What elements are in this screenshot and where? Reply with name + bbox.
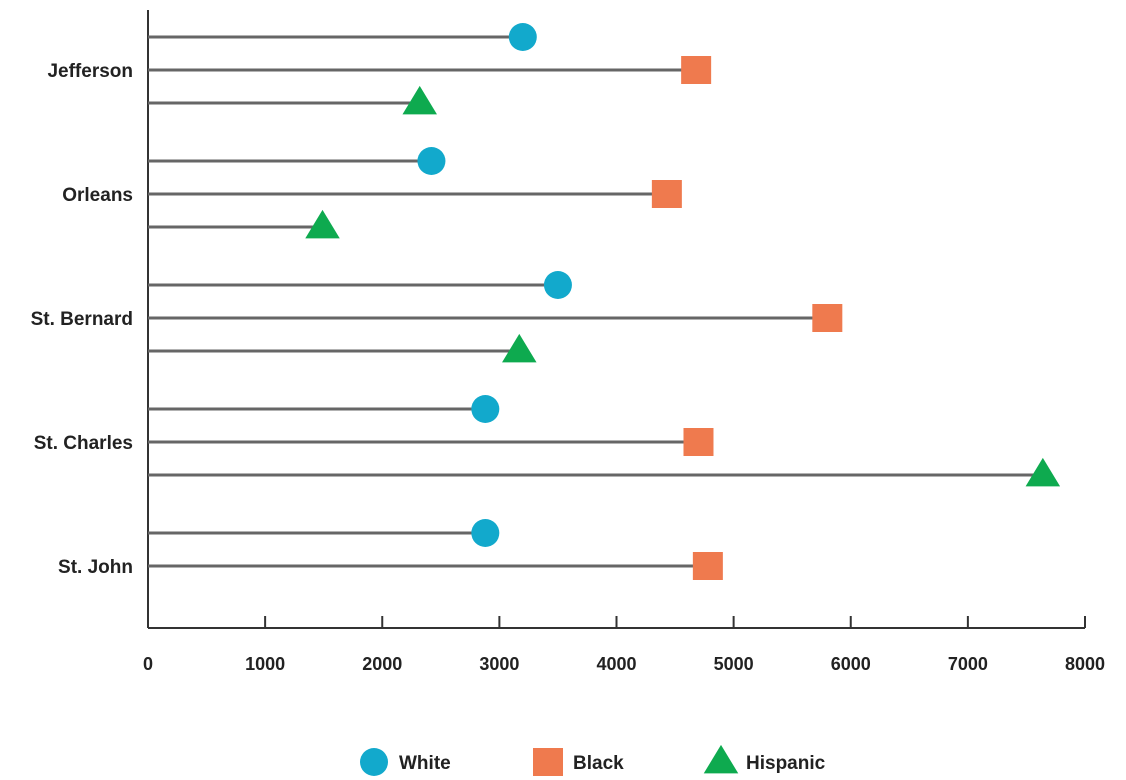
x-tick-label: 0: [143, 654, 153, 674]
marker-hispanic: [502, 333, 537, 363]
category-label: Jefferson: [47, 61, 133, 82]
category-group-jefferson: Jefferson: [47, 23, 712, 115]
category-label: Orleans: [62, 185, 133, 206]
x-tick-label: 1000: [245, 654, 285, 674]
marker-black: [651, 180, 682, 208]
legend-label-hispanic: Hispanic: [746, 753, 826, 774]
marker-black: [683, 428, 714, 456]
x-tick-label: 7000: [948, 654, 988, 674]
marker-black: [681, 56, 712, 84]
legend-marker-black: [533, 748, 563, 776]
legend: White Black Hispanic: [360, 744, 826, 776]
marker-hispanic: [1025, 457, 1061, 487]
category-group-st-charles: St. Charles: [34, 395, 1061, 487]
legend-label-black: Black: [573, 753, 624, 774]
legend-marker-hispanic: [703, 744, 739, 774]
marker-white: [508, 23, 537, 51]
x-tick-label: 6000: [831, 654, 871, 674]
marker-black: [692, 552, 723, 580]
category-group-orleans: Orleans: [62, 147, 682, 239]
marker-white: [471, 519, 500, 547]
category-label: St. Charles: [34, 433, 133, 454]
x-tick-label: 5000: [714, 654, 754, 674]
x-tick-label: 2000: [362, 654, 402, 674]
x-tick-label: 4000: [596, 654, 636, 674]
marker-black: [812, 304, 843, 332]
category-label: St. John: [58, 557, 133, 578]
marker-white: [417, 147, 446, 175]
category-group-st-john: St. John: [58, 519, 723, 580]
x-tick-label: 8000: [1065, 654, 1105, 674]
x-tick-label: 3000: [479, 654, 519, 674]
legend-label-white: White: [399, 753, 451, 774]
marker-hispanic: [305, 209, 340, 239]
category-label: St. Bernard: [31, 309, 133, 330]
marker-white: [471, 395, 500, 423]
marker-hispanic: [402, 85, 437, 115]
marker-white: [543, 271, 572, 299]
category-group-st-bernard: St. Bernard: [31, 271, 843, 363]
legend-marker-white: [360, 748, 388, 776]
